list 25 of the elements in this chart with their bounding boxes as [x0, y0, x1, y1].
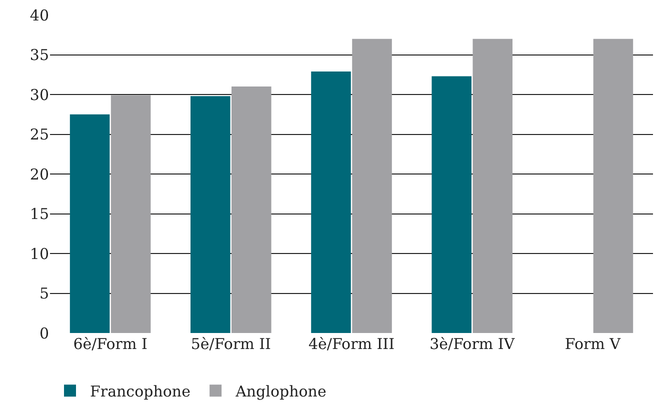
x-tick-label: Form V: [564, 335, 622, 353]
y-tick-label: 20: [30, 165, 49, 184]
bar: [311, 71, 351, 333]
bar: [432, 76, 472, 333]
x-tick-label: 5è/Form II: [190, 335, 272, 353]
y-tick-label: 40: [30, 6, 49, 24]
y-tick-label: 10: [30, 244, 49, 263]
bar: [232, 86, 272, 333]
y-tick-label: 25: [30, 126, 49, 144]
x-tick-label: 6è/Form I: [73, 335, 148, 353]
bar: [352, 38, 392, 333]
bar: [110, 95, 151, 333]
legend-label: Anglophone: [234, 382, 326, 400]
y-tick-label: 0: [39, 324, 49, 342]
x-tick-label: 3è/Form IV: [430, 335, 516, 353]
bar: [593, 38, 634, 333]
bar: [190, 96, 230, 333]
x-tick-label: 4è/Form III: [308, 335, 395, 353]
bar: [70, 114, 110, 333]
y-tick-label: 5: [39, 284, 49, 302]
legend-label: Francophone: [90, 382, 191, 400]
y-tick-label: 15: [30, 205, 49, 223]
y-tick-label: 30: [30, 86, 49, 104]
y-tick-label: 35: [30, 46, 49, 64]
bar: [472, 38, 512, 333]
